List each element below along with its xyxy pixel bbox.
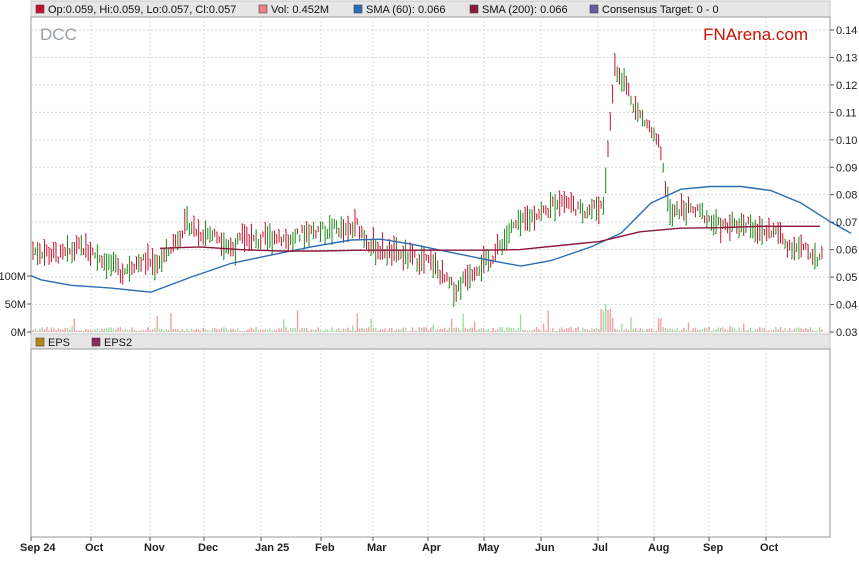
eps-legend-swatch xyxy=(35,337,45,347)
y-tick-label: 0.08 xyxy=(836,190,857,202)
price-axis: 0.14 0.13 0.12 0.11 0.10 0.09 0.08 0.07 0.06 0.05… xyxy=(830,25,857,339)
y-tick-label: 0.05 xyxy=(836,272,857,284)
x-tick-label: Dec xyxy=(198,542,218,554)
legend-entry: Consensus Target: 0 - 0 xyxy=(602,4,719,16)
eps-legend-bar xyxy=(30,333,831,350)
y-tick-label: 0.06 xyxy=(836,245,857,257)
vol-tick-label: 50M xyxy=(5,299,26,311)
x-tick-label: Nov xyxy=(144,542,166,554)
y-tick-label: 0.10 xyxy=(836,135,857,147)
y-tick-label: 0.07 xyxy=(836,217,857,229)
x-tick-label: Oct xyxy=(760,542,779,554)
legend-swatch xyxy=(353,4,363,14)
x-tick-label: Jan 25 xyxy=(255,542,289,554)
legend-entry: SMA (60): 0.066 xyxy=(366,4,446,16)
eps-legend: EPS EPS2 xyxy=(35,337,132,349)
y-tick-label: 0.04 xyxy=(836,300,857,312)
eps-grid xyxy=(90,349,767,537)
eps-legend-entry: EPS xyxy=(48,337,70,349)
volume-axis: 100M 50M 0M xyxy=(0,271,31,339)
volume-bars xyxy=(32,304,823,332)
x-tick-label: Jul xyxy=(592,542,608,554)
x-tick-label: Feb xyxy=(315,542,335,554)
eps-panel xyxy=(30,348,831,538)
legend-swatch xyxy=(258,4,268,14)
legend-swatch xyxy=(589,4,599,14)
grid xyxy=(31,17,830,334)
sma200-line xyxy=(159,225,820,252)
y-tick-label: 0.13 xyxy=(836,52,857,64)
x-tick-label: Jun xyxy=(535,542,555,554)
x-tick-label: May xyxy=(478,542,500,554)
legend-entry: Op:0.059, Hi:0.059, Lo:0.057, Cl:0.057 xyxy=(48,4,236,16)
x-tick-label: Apr xyxy=(422,542,442,554)
y-tick-label: 0.12 xyxy=(836,80,857,92)
x-tick-label: Oct xyxy=(85,542,104,554)
price-panel xyxy=(30,16,831,335)
x-tick-label: Sep xyxy=(703,542,723,554)
brand-logo: FNArena.com xyxy=(703,25,808,44)
vol-tick-label: 0M xyxy=(11,327,26,339)
vol-tick-label: 100M xyxy=(0,271,26,283)
y-tick-label: 0.03 xyxy=(836,327,857,339)
y-tick-label: 0.14 xyxy=(836,25,857,37)
eps-legend-swatch xyxy=(91,337,101,347)
sma60-line xyxy=(30,185,852,293)
ticker-label: DCC xyxy=(40,25,77,44)
legend-entry: Vol: 0.452M xyxy=(271,4,329,16)
legend-swatch xyxy=(35,4,45,14)
x-tick-label: Mar xyxy=(367,542,387,554)
legend: Op:0.059, Hi:0.059, Lo:0.057, Cl:0.057 Vo… xyxy=(35,4,719,16)
y-tick-label: 0.09 xyxy=(836,162,857,174)
date-axis: Sep 24 Oct Nov Dec Jan 25 Feb Mar Apr May Jun Jul A… xyxy=(20,537,779,554)
x-tick-label: Sep 24 xyxy=(20,542,56,554)
x-tick-label: Aug xyxy=(648,542,669,554)
eps-legend-entry: EPS2 xyxy=(104,337,132,349)
y-tick-label: 0.11 xyxy=(836,107,857,119)
legend-entry: SMA (200): 0.066 xyxy=(482,4,568,16)
legend-swatch xyxy=(469,4,479,14)
